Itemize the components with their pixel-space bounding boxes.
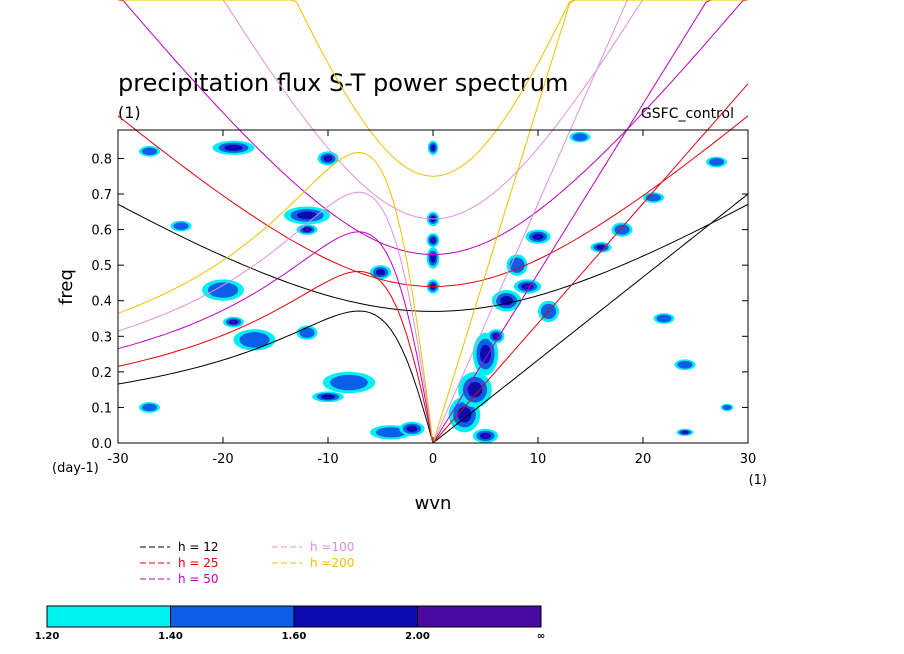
rossby-curve [117, 151, 434, 444]
rossby-curve [117, 270, 434, 444]
x-tick-label: 0 [429, 452, 437, 467]
power-blob [239, 332, 270, 348]
ridge-curve [117, 115, 749, 288]
power-blob [708, 158, 725, 166]
x-tick-label: -10 [317, 452, 338, 467]
power-blob [375, 427, 407, 438]
legend-label: h = 12 [178, 540, 219, 554]
power-blob [494, 334, 498, 338]
ridge-curve [118, 0, 748, 177]
kelvin-line [432, 0, 748, 444]
power-blob [406, 425, 418, 432]
ridge-curve [118, 0, 748, 220]
power-blob [207, 282, 239, 298]
power-blob [722, 404, 732, 410]
kelvin-line [432, 0, 748, 444]
y-tick-label: 0.5 [91, 259, 112, 274]
y-tick-label: 0.1 [91, 401, 112, 416]
power-blob [532, 233, 544, 240]
power-blob [430, 253, 436, 263]
colorbar-label: 1.40 [158, 631, 183, 642]
power-blob [483, 434, 488, 438]
legend-label: h = 50 [178, 572, 219, 586]
y-axis-ticks: 0.0 0.1 0.2 0.3 0.4 0.5 0.6 0.7 0.8 [91, 152, 748, 452]
power-blob [173, 222, 189, 230]
power-blob [330, 374, 368, 391]
y-tick-label: 0.4 [91, 295, 112, 310]
colorbar-label: 1.60 [282, 631, 307, 642]
power-blob [479, 344, 492, 364]
colorbar-label: ∞ [537, 631, 545, 642]
curve-legend: h = 12 h = 25 h = 50 h =100 h =200 [140, 540, 354, 586]
kelvin-line [432, 0, 748, 444]
power-blob [431, 238, 435, 242]
power-blob [677, 360, 693, 369]
dispersion-curves [117, 0, 749, 444]
x-tick-label: 30 [740, 452, 757, 467]
colorbar-segment [46, 605, 171, 628]
x-tick-label: 20 [635, 452, 652, 467]
power-blob [467, 381, 483, 398]
power-blob [656, 314, 672, 323]
colorbar: 1.20 1.40 1.60 2.00 ∞ [35, 605, 545, 642]
power-blob [525, 285, 530, 288]
y-tick-label: 0.7 [91, 188, 112, 203]
power-blob [231, 320, 236, 324]
x-tick-label: -20 [212, 452, 233, 467]
x-axis-label: wvn [415, 493, 452, 514]
y-tick-label: 0.3 [91, 330, 112, 345]
y-axis-label: freq [56, 269, 77, 305]
power-blob [375, 269, 386, 276]
colorbar-label: 1.20 [35, 631, 60, 642]
kelvin-line [432, 193, 749, 444]
x-tick-label: 10 [530, 452, 547, 467]
legend-label: h = 25 [178, 556, 219, 570]
power-blob [296, 211, 318, 220]
x-tick-label: -30 [107, 452, 128, 467]
power-blob [321, 394, 335, 400]
power-blob [224, 144, 243, 151]
rossby-curve [117, 231, 434, 444]
rossby-curve [117, 191, 434, 444]
legend-label: h =100 [310, 540, 354, 554]
x-axis-ticks: -30 -20 -10 0 10 20 30 [107, 130, 756, 467]
kelvin-line [432, 83, 749, 444]
power-blob [323, 155, 333, 162]
ridge-curve [117, 203, 749, 312]
power-blob [572, 133, 588, 141]
colorbar-segment [293, 605, 418, 628]
model-label: GSFC_control [641, 106, 734, 122]
rossby-curve [117, 310, 434, 444]
chart-title: precipitation flux S-T power spectrum [118, 69, 568, 97]
colorbar-segment [170, 605, 295, 628]
power-blob [681, 430, 689, 434]
legend-label: h =200 [310, 556, 354, 570]
y-tick-label: 0.2 [91, 366, 112, 381]
power-blob [305, 228, 309, 232]
ridge-curve [117, 0, 749, 256]
chart-subtitle: (1) [118, 103, 141, 122]
x-unit-label: (1) [749, 473, 767, 488]
y-tick-label: 0.0 [91, 437, 112, 452]
y-tick-label: 0.8 [91, 152, 112, 167]
power-contours [139, 131, 734, 443]
colorbar-label: 2.00 [405, 631, 430, 642]
colorbar-segment [417, 605, 542, 628]
power-blob [141, 403, 158, 412]
power-blob [299, 327, 315, 338]
y-tick-label: 0.6 [91, 224, 112, 239]
power-blob [141, 147, 158, 156]
y-unit-label: (day-1) [52, 461, 99, 476]
power-blob [430, 144, 436, 151]
